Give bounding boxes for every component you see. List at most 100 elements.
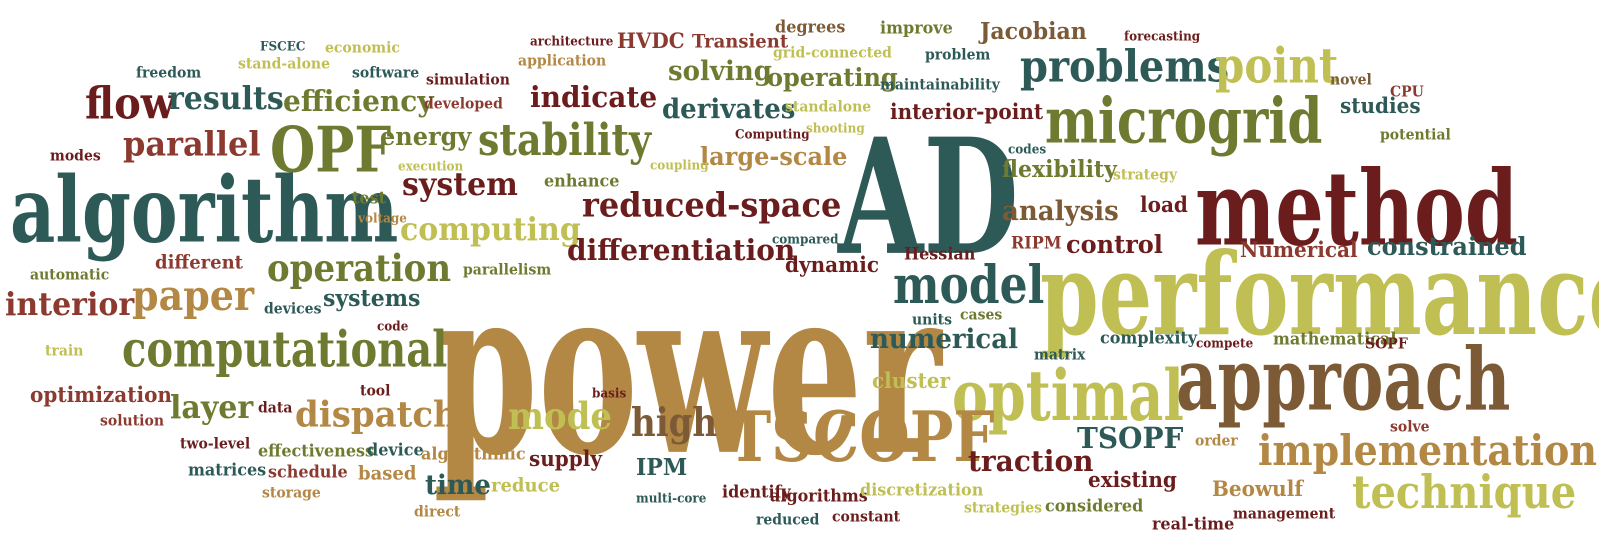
word-enhance: enhance — [544, 170, 620, 191]
word-maintainability: maintainability — [880, 76, 1000, 94]
word-time: time — [425, 469, 491, 502]
word-units: units — [912, 311, 953, 329]
word-method: method — [1195, 148, 1518, 269]
word-stability: stability — [478, 113, 652, 166]
word-cpu: CPU — [1390, 83, 1424, 101]
word-storage: storage — [262, 484, 321, 502]
word-automatic: automatic — [30, 266, 110, 284]
word-cases: cases — [960, 306, 1003, 324]
word-economic: economic — [325, 39, 400, 57]
word-reduced: reduced — [756, 511, 820, 529]
word-model: model — [893, 255, 1045, 317]
word-ad: AD — [838, 103, 1019, 291]
word-point: point — [1215, 37, 1339, 94]
word-dispatch: dispatch — [295, 393, 458, 436]
word-numerical: Numerical — [1240, 236, 1358, 263]
word-execution: execution — [398, 158, 464, 174]
word-ipm: IPM — [636, 453, 688, 482]
word-parallel: parallel — [123, 123, 261, 164]
word-flow: flow — [85, 77, 176, 130]
word-system: system — [402, 166, 518, 204]
word-studies: studies — [1340, 92, 1421, 119]
word-derivates: derivates — [662, 93, 796, 126]
word-stand-alone: stand-alone — [238, 55, 331, 73]
word-implementation: implementation — [1258, 425, 1597, 476]
word-large-scale: large-scale — [700, 140, 848, 172]
word-compared: compared — [772, 231, 839, 247]
word-developed: developed — [424, 95, 503, 113]
word-test: test — [352, 187, 386, 208]
word-devices: devices — [264, 300, 322, 318]
word-algorithm: algorithm — [10, 155, 399, 264]
word-fscec: FSCEC — [260, 38, 306, 54]
word-algorithmic: algorithmic — [421, 443, 526, 464]
word-device: device — [367, 439, 424, 460]
word-computational: computational — [122, 320, 448, 379]
word-shooting: shooting — [806, 120, 865, 136]
word-architecture: architecture — [530, 33, 614, 49]
word-differentiation: differentiation — [567, 232, 796, 268]
word-two-level: two-level — [180, 435, 251, 453]
word-optimization: optimization — [30, 381, 172, 408]
word-efficiency: efficiency — [283, 83, 434, 119]
word-based: based — [358, 462, 417, 485]
word-results: results — [168, 80, 284, 118]
word-codes: codes — [1008, 141, 1047, 157]
word-potential: potential — [1380, 126, 1451, 144]
word-complexity: complexity — [1100, 327, 1198, 348]
word-problems: problems — [1020, 40, 1230, 93]
word-load: load — [1140, 191, 1188, 218]
word-approach: approach — [1176, 329, 1511, 432]
word-parallelism: parallelism — [463, 261, 552, 279]
word-application: application — [518, 52, 607, 70]
word-matrix: matrix — [1034, 346, 1086, 364]
word-existing: existing — [1088, 466, 1177, 493]
word-transient: Transient — [692, 30, 789, 53]
word-novel: novel — [1330, 71, 1372, 89]
word-sopf: SOPF — [1365, 335, 1408, 353]
word-flexibility: flexibility — [1002, 155, 1117, 184]
word-beowulf: Beowulf — [1212, 475, 1303, 502]
word-tool: tool — [360, 382, 391, 400]
word-simulation: simulation — [426, 71, 510, 89]
word-optimal: optimal — [952, 353, 1184, 437]
word-train: train — [45, 342, 84, 360]
word-mathematical: mathematical — [1273, 328, 1397, 349]
word-paper: paper — [132, 270, 254, 321]
word-power: power — [433, 234, 942, 508]
word-solving: solving — [668, 55, 772, 88]
word-strategy: strategy — [1113, 166, 1178, 184]
word-high: high — [631, 400, 718, 447]
word-ripm: RIPM — [1011, 232, 1062, 253]
word-dynamic: dynamic — [785, 251, 880, 278]
word-management: management — [1233, 505, 1336, 523]
word-reduced-space: reduced-space — [582, 184, 842, 225]
word-grid-connected: grid-connected — [773, 44, 892, 62]
word-freedom: freedom — [136, 64, 202, 82]
word-considered: considered — [1045, 495, 1144, 516]
word-opf: OPF — [270, 114, 392, 188]
word-effectiveness: effectiveness — [258, 440, 375, 461]
word-interior: interior — [5, 286, 135, 324]
word-algorithms: algorithms — [770, 485, 868, 506]
word-indicate: indicate — [530, 79, 658, 115]
word-mode: mode — [508, 394, 613, 439]
word-systems: systems — [323, 284, 421, 313]
word-strategies: strategies — [964, 499, 1043, 517]
word-multi-core: multi-core — [636, 490, 707, 506]
word-basis: basis — [592, 385, 627, 401]
word-modes: modes — [50, 147, 101, 165]
word-matrices: matrices — [188, 459, 267, 480]
word-interior-point: interior-point — [890, 98, 1044, 125]
word-software: software — [352, 64, 420, 82]
word-hvdc: HVDC — [617, 27, 685, 54]
word-tscopf: TSCOPF — [728, 396, 995, 478]
word-technique: technique — [1352, 465, 1577, 520]
word-constant: constant — [832, 508, 901, 526]
word-performance: performance — [1040, 227, 1599, 361]
word-traction: traction — [968, 443, 1094, 479]
word-constrained: constrained — [1367, 230, 1527, 262]
word-direct: direct — [414, 503, 461, 521]
word-tsopf: TSOPF — [1077, 420, 1184, 456]
word-hessian: Hessian — [904, 243, 976, 264]
